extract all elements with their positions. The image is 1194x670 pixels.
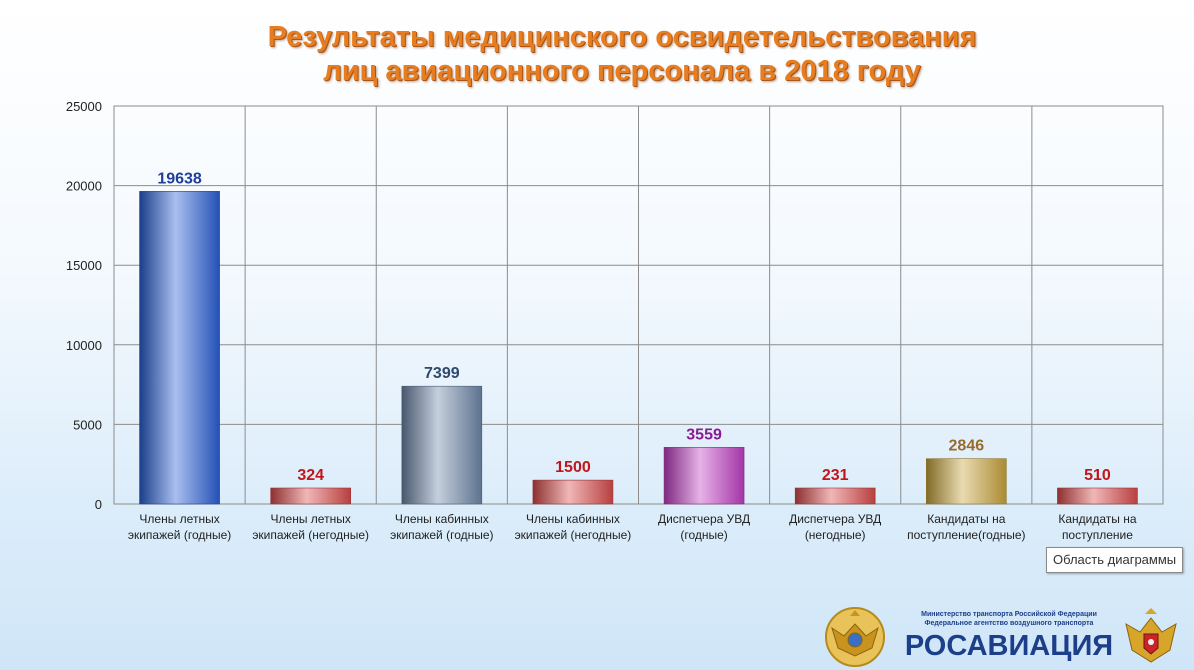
bar[interactable] — [1057, 487, 1138, 505]
data-label: 19638 — [157, 170, 202, 187]
y-tick-label: 5000 — [73, 417, 102, 432]
ministry-line-1: Министерство транспорта Российской Федер… — [921, 611, 1097, 618]
data-label: 510 — [1084, 467, 1111, 484]
y-tick-label: 15000 — [66, 258, 102, 273]
eagle-emblem-icon — [825, 607, 885, 667]
category-label: Диспетчера УВД (негодные) — [789, 512, 881, 542]
bar[interactable] — [532, 479, 614, 505]
bar[interactable] — [401, 385, 483, 505]
data-label: 3559 — [686, 426, 722, 443]
data-label: 7399 — [424, 365, 460, 382]
chart-area-tooltip: Область диаграммы — [1046, 547, 1184, 573]
chart-title: Результаты медицинского освидетельствова… — [0, 20, 1194, 88]
brand-name: РОСАВИАЦИЯ — [904, 630, 1114, 662]
category-label: Кандидаты на поступление — [1058, 512, 1136, 542]
category-label: Члены кабинных экипажей (годные) — [390, 512, 493, 542]
data-label: 324 — [297, 467, 324, 484]
bar[interactable] — [663, 447, 745, 505]
category-label: Члены летных экипажей (негодные) — [252, 512, 369, 542]
category-label: Диспетчера УВД (годные) — [658, 512, 750, 542]
x-axis-categories: Члены летных экипажей (годные) Члены летны… — [128, 512, 1137, 542]
y-tick-label: 20000 — [66, 179, 102, 194]
y-tick-label: 10000 — [66, 338, 102, 353]
bar[interactable] — [926, 458, 1007, 505]
bars — [139, 191, 1138, 505]
data-label: 2846 — [949, 438, 985, 455]
chart-title-line-2: лиц авиационного персонала в 2018 году — [323, 55, 921, 87]
category-label: Члены летных экипажей (годные) — [128, 512, 231, 542]
rosaviatsia-logo: Министерство транспорта Российской Федер… — [822, 604, 1194, 670]
ministry-line-2: Федеральное агентство воздушного транспо… — [924, 620, 1094, 627]
grid-lines — [113, 105, 1164, 505]
coat-of-arms-icon — [1125, 608, 1177, 663]
y-tick-label: 25000 — [66, 99, 102, 114]
ministry-text: Министерство транспорта Российской Федер… — [904, 610, 1114, 628]
bar[interactable] — [139, 191, 220, 505]
bar[interactable] — [270, 487, 351, 505]
category-label: Кандидаты на поступление(годные) — [907, 512, 1025, 542]
data-label: 231 — [822, 467, 849, 484]
bar[interactable] — [794, 487, 876, 505]
data-label: 1500 — [555, 459, 591, 476]
chart-title-line-1: Результаты медицинского освидетельствова… — [267, 21, 977, 53]
data-labels: 19638 324 7399 1500 3559 231 2846 510 — [157, 170, 1111, 484]
category-label: Члены кабинных экипажей (негодные) — [515, 512, 632, 542]
y-tick-label: 0 — [95, 497, 102, 512]
y-axis-ticks: 0 5000 10000 15000 20000 25000 — [66, 99, 102, 512]
